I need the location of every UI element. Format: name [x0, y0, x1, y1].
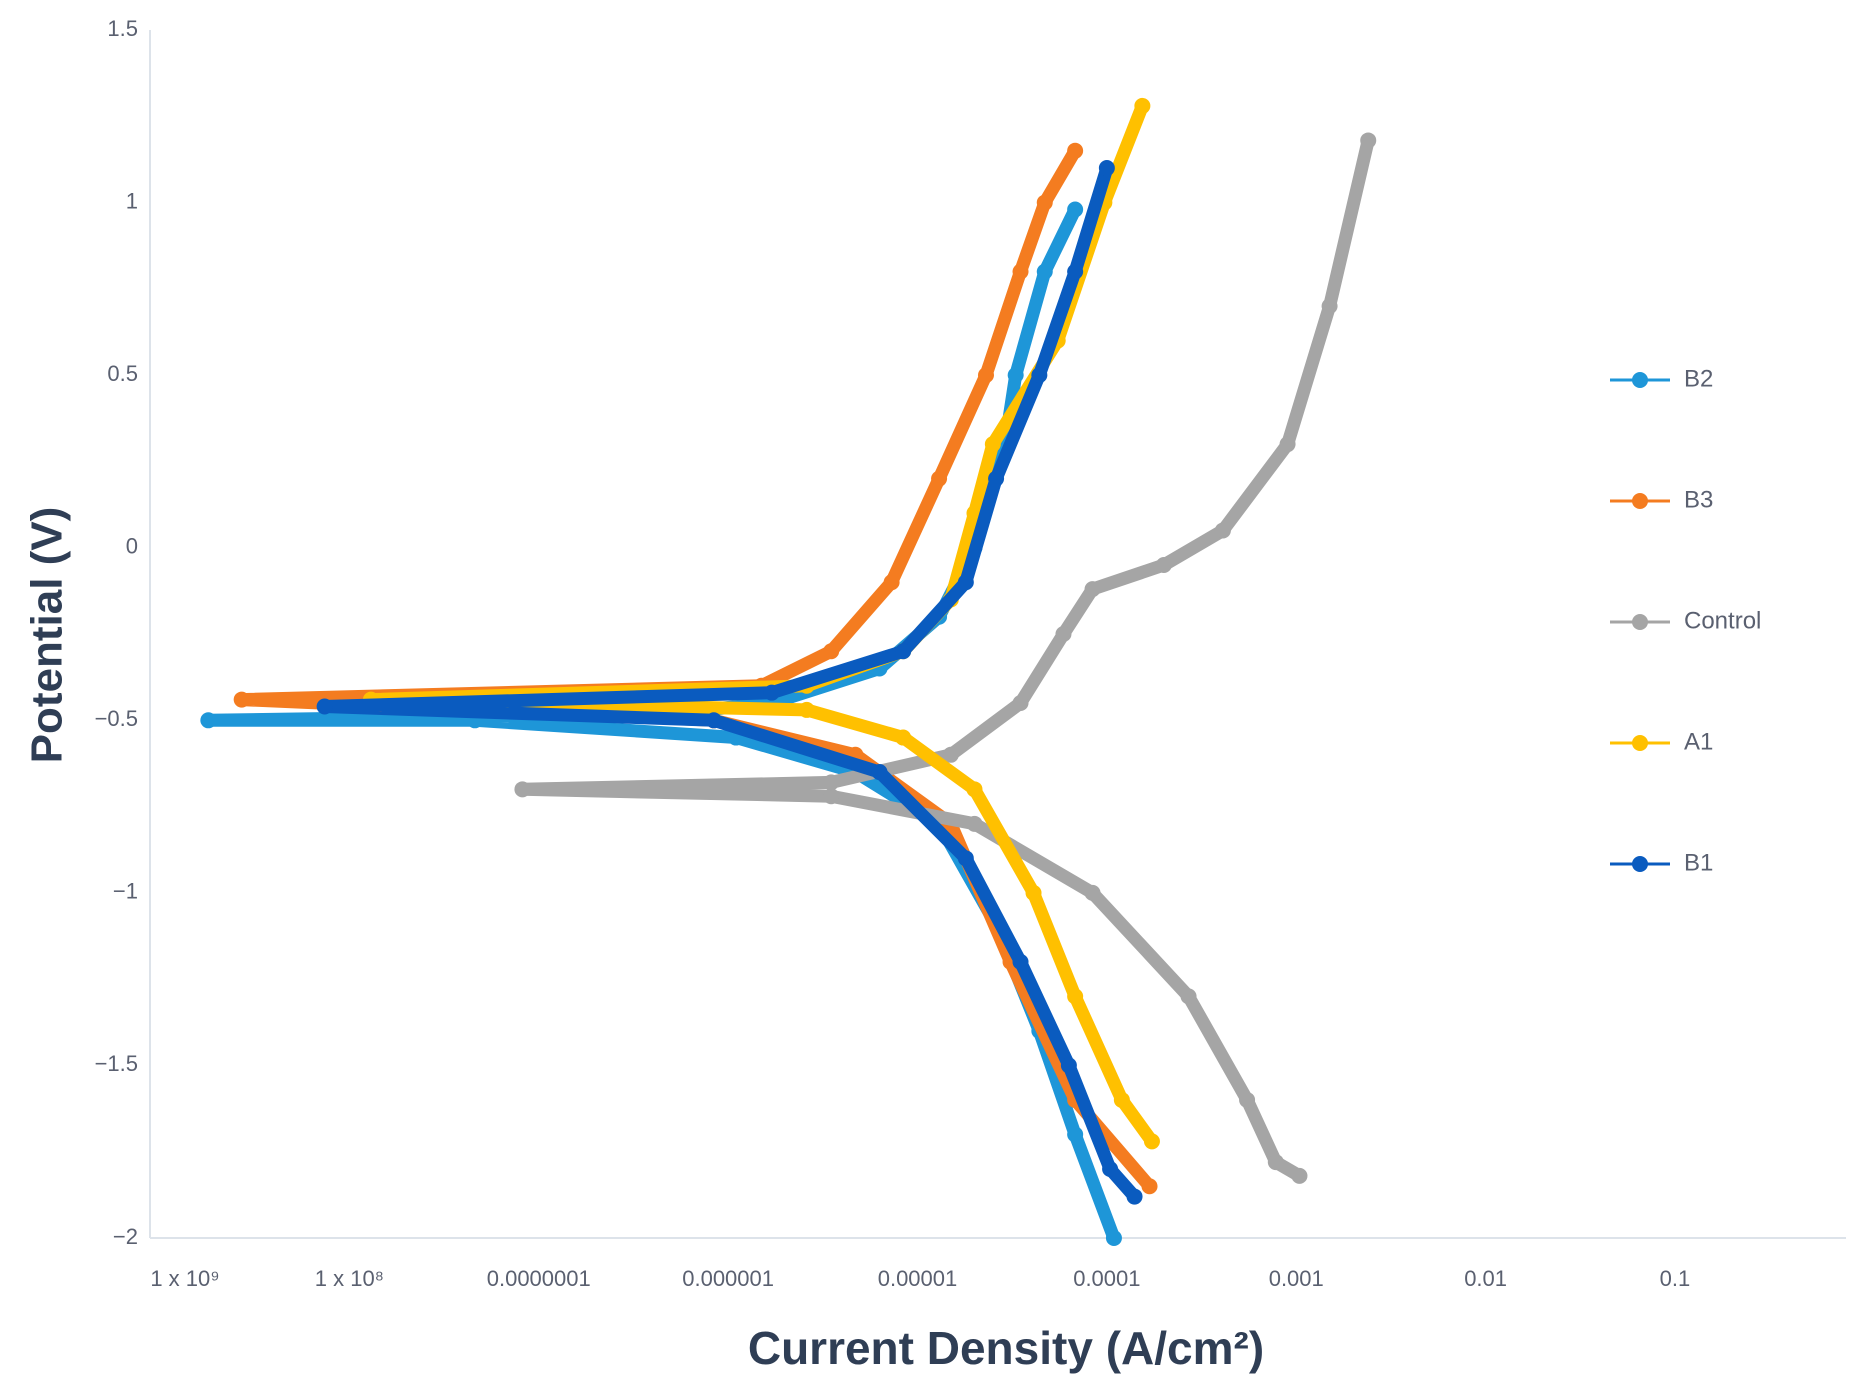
data-point [1012, 953, 1029, 970]
data-point [1126, 1188, 1143, 1205]
data-point [514, 781, 531, 798]
x-tick-label: 0.0000001 [487, 1266, 591, 1291]
data-point [895, 643, 912, 660]
legend-label: B1 [1684, 849, 1713, 876]
data-point [798, 701, 815, 718]
data-point [1155, 556, 1172, 573]
data-point [1060, 1057, 1077, 1074]
data-point [705, 712, 722, 729]
legend-label: B3 [1684, 486, 1713, 513]
data-point [942, 746, 959, 763]
data-point [1102, 1160, 1119, 1177]
data-point [823, 788, 840, 805]
data-point [895, 729, 912, 746]
data-point [1214, 522, 1231, 539]
legend-label: B2 [1684, 365, 1713, 392]
legend-marker [1632, 372, 1648, 388]
data-point [1113, 1091, 1130, 1108]
x-tick-label: 0.01 [1464, 1266, 1507, 1291]
data-point [1360, 132, 1377, 149]
data-point [1239, 1091, 1256, 1108]
data-point [1007, 367, 1024, 384]
data-point [823, 643, 840, 660]
legend-marker [1632, 856, 1648, 872]
x-tick-label: 1 x 10⁹ [150, 1266, 219, 1291]
data-point [931, 470, 948, 487]
x-tick-label: 1 x 10⁸ [315, 1266, 384, 1291]
y-tick-label: 0 [126, 534, 138, 559]
data-point [871, 764, 888, 781]
data-point [1279, 436, 1296, 453]
y-tick-label: −0.5 [95, 706, 138, 731]
data-point [1012, 695, 1029, 712]
legend-label: A1 [1684, 728, 1713, 755]
data-point [200, 712, 217, 729]
y-axis-title: Potential (V) [23, 507, 72, 764]
data-point [984, 436, 1001, 453]
data-point [966, 815, 983, 832]
x-tick-label: 0.00001 [878, 1266, 958, 1291]
data-point [957, 850, 974, 867]
data-point [1067, 201, 1084, 218]
data-point [1143, 1133, 1160, 1150]
data-point [1025, 884, 1042, 901]
y-tick-label: 1 [126, 188, 138, 213]
data-point [1105, 1230, 1122, 1246]
x-tick-label: 0.0001 [1073, 1266, 1140, 1291]
data-point [1067, 1126, 1084, 1143]
x-tick-label: 0.000001 [682, 1266, 774, 1291]
x-tick-label: 0.001 [1269, 1266, 1324, 1291]
data-point [966, 781, 983, 798]
data-point [957, 574, 974, 591]
data-point [1267, 1154, 1284, 1171]
data-point [1012, 263, 1029, 280]
data-point [316, 698, 333, 715]
data-point [988, 470, 1005, 487]
x-axis-title: Current Density (A/cm²) [748, 1322, 1264, 1374]
x-tick-label: 0.1 [1660, 1266, 1691, 1291]
legend-marker [1632, 493, 1648, 509]
data-point [1180, 988, 1197, 1005]
data-point [1291, 1167, 1308, 1184]
legend-marker [1632, 735, 1648, 751]
legend-label: Control [1684, 607, 1761, 634]
data-point [233, 691, 250, 708]
data-point [763, 684, 780, 701]
y-tick-label: 1.5 [107, 16, 138, 41]
data-point [1084, 581, 1101, 598]
data-point [977, 367, 994, 384]
data-point [1031, 367, 1048, 384]
data-point [1067, 263, 1084, 280]
data-point [1036, 194, 1053, 211]
data-point [1098, 160, 1115, 177]
data-point [1321, 298, 1338, 315]
data-point [883, 574, 900, 591]
data-point [823, 774, 840, 791]
data-point [1134, 97, 1151, 114]
data-point [1055, 626, 1072, 642]
y-tick-label: −2 [113, 1224, 138, 1249]
data-point [1141, 1178, 1158, 1195]
data-point [1067, 988, 1084, 1005]
series-line [235, 144, 1156, 1193]
data-point [1036, 263, 1053, 280]
y-tick-label: −1.5 [95, 1051, 138, 1076]
series-line [515, 133, 1375, 1183]
y-tick-label: −1 [113, 879, 138, 904]
data-point [1067, 142, 1084, 159]
y-tick-label: 0.5 [107, 361, 138, 386]
legend-marker [1632, 614, 1648, 630]
data-point [1084, 884, 1101, 901]
